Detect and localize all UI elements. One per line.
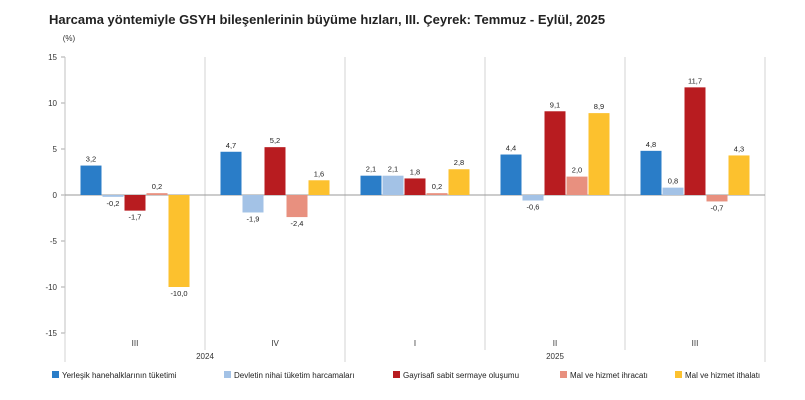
bar (242, 195, 264, 213)
data-label: 2,1 (388, 165, 398, 174)
bar (448, 169, 470, 195)
data-label: -1,7 (129, 213, 142, 222)
legend-label: Mal ve hizmet ithalatı (685, 371, 760, 380)
chart-title: Harcama yöntemiyle GSYH bileşenlerinin b… (49, 12, 606, 27)
data-label: 8,9 (594, 102, 604, 111)
bar (286, 195, 308, 218)
bar (404, 178, 426, 195)
legend-swatch (52, 371, 59, 378)
bar (566, 176, 588, 195)
bar (80, 165, 102, 195)
data-label: 0,8 (668, 177, 678, 186)
legend-swatch (393, 371, 400, 378)
data-label: 0,2 (432, 182, 442, 191)
x-tick-label: III (692, 339, 699, 348)
y-tick-label: 10 (48, 99, 57, 108)
data-label: 2,8 (454, 158, 464, 167)
bar (426, 193, 448, 195)
data-label: -10,0 (170, 289, 187, 298)
bar (146, 193, 168, 195)
legend-label: Devletin nihai tüketim harcamaları (234, 371, 355, 380)
y-axis-unit-label: (%) (63, 34, 76, 43)
bar (308, 180, 330, 195)
legend-swatch (224, 371, 231, 378)
data-label: -0,7 (711, 203, 724, 212)
x-tick-label: III (132, 339, 139, 348)
data-label: 5,2 (270, 136, 280, 145)
data-label: -0,2 (107, 199, 120, 208)
bar (124, 195, 146, 211)
legend-swatch (675, 371, 682, 378)
data-label: 1,6 (314, 169, 324, 178)
data-label: -2,4 (291, 219, 304, 228)
bar (640, 150, 662, 195)
y-tick-label: -5 (50, 237, 58, 246)
bar (102, 195, 124, 197)
year-group-label: 2024 (196, 352, 214, 361)
y-tick-label: 0 (53, 191, 58, 200)
data-label: 3,2 (86, 155, 96, 164)
legend-label: Mal ve hizmet ihracatı (570, 371, 648, 380)
data-label: -0,6 (527, 203, 540, 212)
bar (728, 155, 750, 195)
data-label: 4,3 (734, 144, 744, 153)
bar (588, 113, 610, 195)
x-tick-label: I (414, 339, 416, 348)
bar (500, 154, 522, 195)
bar (662, 187, 684, 195)
data-label: 4,8 (646, 140, 656, 149)
bar (220, 151, 242, 195)
bar (168, 195, 190, 287)
data-label: 2,1 (366, 165, 376, 174)
x-tick-label: IV (271, 339, 279, 348)
y-tick-label: 5 (53, 145, 58, 154)
bar (360, 175, 382, 195)
data-label: 4,4 (506, 144, 516, 153)
bar (264, 147, 286, 195)
legend-label: Gayrisafi sabit sermaye oluşumu (403, 371, 519, 380)
x-tick-label: II (553, 339, 557, 348)
legend-swatch (560, 371, 567, 378)
y-tick-label: 15 (48, 53, 57, 62)
legend-label: Yerleşik hanehalklarının tüketimi (62, 371, 177, 380)
data-label: 9,1 (550, 100, 560, 109)
data-label: 11,7 (688, 76, 702, 85)
year-group-label: 2025 (546, 352, 564, 361)
bar (522, 195, 544, 201)
data-label: 0,2 (152, 182, 162, 191)
data-label: 2,0 (572, 166, 582, 175)
bar (544, 111, 566, 195)
bar (684, 87, 706, 195)
data-label: 1,8 (410, 167, 420, 176)
bar (706, 195, 728, 202)
y-tick-label: -15 (45, 329, 57, 338)
y-tick-label: -10 (45, 283, 57, 292)
data-label: 4,7 (226, 141, 236, 150)
data-label: -1,9 (247, 214, 260, 223)
bar (382, 175, 404, 195)
